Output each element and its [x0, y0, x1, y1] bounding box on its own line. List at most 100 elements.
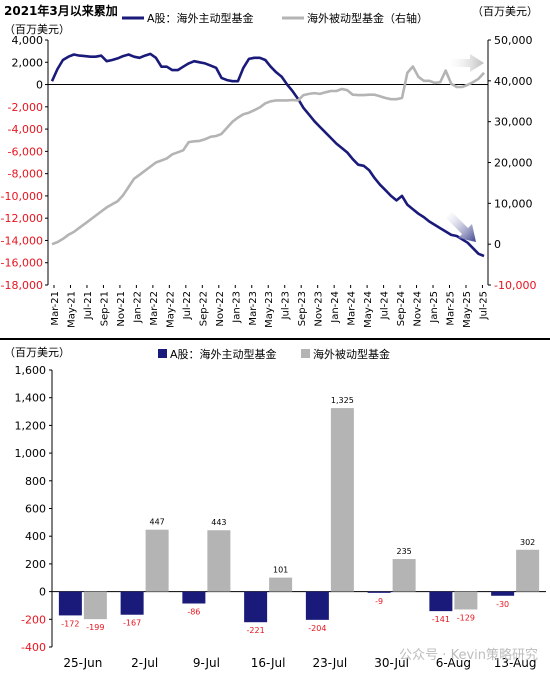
- x-tick-label: Sep-23: [297, 291, 308, 326]
- legend-label-active: A股：海外主动型基金: [147, 11, 254, 25]
- x-tick-label: Jul-23: [281, 291, 292, 320]
- x-tick-label: Mar-23: [248, 291, 259, 326]
- cumulative-flow-panel: 2021年3月以来累加 （百万美元） （百万美元） A股：海外主动型基金 海外被动…: [0, 0, 550, 338]
- x-tick-label: Mar-21: [50, 291, 61, 326]
- x-tick-label: Sep-22: [198, 291, 209, 326]
- passive-fund-bar: [454, 591, 478, 610]
- x-category-label: 23-Jul: [313, 656, 348, 670]
- x-tick-label: Sep-21: [99, 291, 110, 326]
- left-tick-label: -14,000: [1, 234, 43, 247]
- x-tick-label: Mar-25: [446, 291, 457, 326]
- y-tick-label: 600: [25, 503, 46, 516]
- left-tick-label: -18,000: [1, 279, 43, 292]
- right-tick-label: 50,000: [494, 34, 533, 47]
- x-category-label: 13-Aug: [494, 656, 537, 670]
- weekly-flow-panel: （百万美元） A股：海外主动型基金 海外被动型基金 1,600 1,400 1,200…: [0, 338, 550, 673]
- active-fund-line: [50, 52, 485, 258]
- x-tick-label: Jul-22: [182, 291, 193, 320]
- axes: 4,000 2,000 0 -2,000 -4,000 -6,000 -8,000 -10,0…: [1, 34, 537, 328]
- passive-fund-bar: [269, 577, 293, 592]
- active-fund-bar: [182, 591, 206, 604]
- left-tick-label: -10,000: [1, 190, 43, 203]
- x-category-label: 25-Jun: [63, 656, 102, 670]
- y-tick-label: 1,400: [15, 392, 47, 405]
- watermark: 公众号 · Kevin策略研究: [399, 648, 538, 663]
- left-tick-label: 4,000: [12, 34, 44, 47]
- left-tick-label: -12,000: [1, 212, 43, 225]
- x-tick-label: Mar-24: [347, 291, 358, 326]
- y-tick-label: 800: [25, 475, 46, 488]
- legend-label-passive: 海外被动型基金: [313, 347, 390, 361]
- y-tick-label: -200: [21, 613, 46, 626]
- x-tick-label: Mar-22: [149, 291, 160, 326]
- passive-fund-bar: [207, 530, 231, 592]
- x-tick-label: Jan-24: [330, 291, 341, 324]
- weekly-flow-chart: （百万美元） A股：海外主动型基金 海外被动型基金 1,600 1,400 1,200…: [4, 346, 546, 670]
- x-tick-label: May-25: [462, 291, 473, 328]
- series-lines: [50, 52, 485, 258]
- legend-label-active: A股：海外主动型基金: [170, 347, 277, 361]
- y-tick-label: 1,200: [15, 419, 47, 432]
- x-tick-label: Jul-21: [83, 291, 94, 320]
- bar-value-label: 235: [396, 547, 411, 556]
- passive-fund-bar: [83, 591, 107, 620]
- passive-fund-bar: [392, 559, 416, 592]
- bar-value-label: -9: [375, 597, 383, 606]
- axes: 1,600 1,400 1,200 1,000 800 600 400 200 0 -200 -40…: [15, 364, 546, 670]
- active-fund-bar: [305, 591, 329, 620]
- bar-value-label: -86: [187, 608, 200, 617]
- active-fund-bar: [491, 591, 515, 596]
- y-tick-label: 1,600: [15, 364, 47, 377]
- bar-value-label: -30: [496, 600, 509, 609]
- trend-arrows: [446, 54, 484, 242]
- bar-value-label: 447: [149, 518, 164, 527]
- legend-swatch-passive: [301, 349, 310, 358]
- x-category-label: 30-Jul: [374, 656, 409, 670]
- x-tick-label: Jul-24: [380, 291, 391, 320]
- passive-fund-bar: [145, 529, 169, 592]
- passive-up-arrow: [448, 54, 484, 72]
- x-tick-label: Jan-23: [231, 291, 242, 324]
- active-fund-bar: [120, 591, 144, 615]
- left-tick-label: 0: [36, 79, 43, 92]
- x-tick-label: Nov-23: [314, 291, 325, 327]
- x-category-label: 9-Jul: [193, 656, 220, 670]
- legend: A股：海外主动型基金 海外被动型基金（右轴）: [122, 11, 428, 25]
- right-axis-unit: （百万美元）: [472, 5, 538, 18]
- right-tick-label: 10,000: [494, 197, 533, 210]
- active-fund-bar: [429, 591, 453, 612]
- bar-value-label: -172: [61, 619, 79, 628]
- bar-value-label: -199: [86, 623, 104, 632]
- passive-fund-bar: [330, 408, 354, 592]
- right-tick-label: 30,000: [494, 116, 533, 129]
- bar-value-label: 1,325: [331, 396, 354, 405]
- cumulative-flow-chart: 2021年3月以来累加 （百万美元） （百万美元） A股：海外主动型基金 海外被动…: [1, 3, 538, 328]
- bars: -172 -199 -167 447 -86 443 -221 101 -204 1,325 -9 2…: [58, 396, 540, 635]
- active-fund-bar: [367, 591, 391, 593]
- bar-value-label: -141: [432, 615, 450, 624]
- x-category-label: 2-Jul: [131, 656, 158, 670]
- y-tick-label: 200: [25, 558, 46, 571]
- x-tick-label: Jan-25: [429, 291, 440, 324]
- x-tick-label: Nov-24: [413, 291, 424, 327]
- legend: A股：海外主动型基金 海外被动型基金: [158, 347, 390, 361]
- legend-swatch-active: [158, 349, 167, 358]
- left-tick-label: 2,000: [12, 56, 44, 69]
- right-tick-label: 0: [494, 238, 501, 251]
- bar-value-label: -221: [247, 626, 265, 635]
- chart-title: 2021年3月以来累加: [4, 3, 118, 18]
- passive-fund-bar: [516, 549, 540, 592]
- active-down-arrow: [446, 212, 476, 242]
- left-tick-label: -2,000: [8, 101, 43, 114]
- left-tick-label: -6,000: [8, 145, 43, 158]
- x-tick-label: May-23: [264, 291, 275, 328]
- active-fund-bar: [58, 591, 82, 616]
- bar-value-label: 302: [520, 538, 535, 547]
- right-tick-label: 20,000: [494, 157, 533, 170]
- right-tick-label: -10,000: [494, 279, 536, 292]
- left-tick-label: -8,000: [8, 168, 43, 181]
- bar-value-label: 101: [273, 566, 288, 575]
- left-tick-label: -16,000: [1, 257, 43, 270]
- x-tick-label: May-22: [165, 291, 176, 328]
- x-tick-label: Jan-22: [132, 291, 143, 324]
